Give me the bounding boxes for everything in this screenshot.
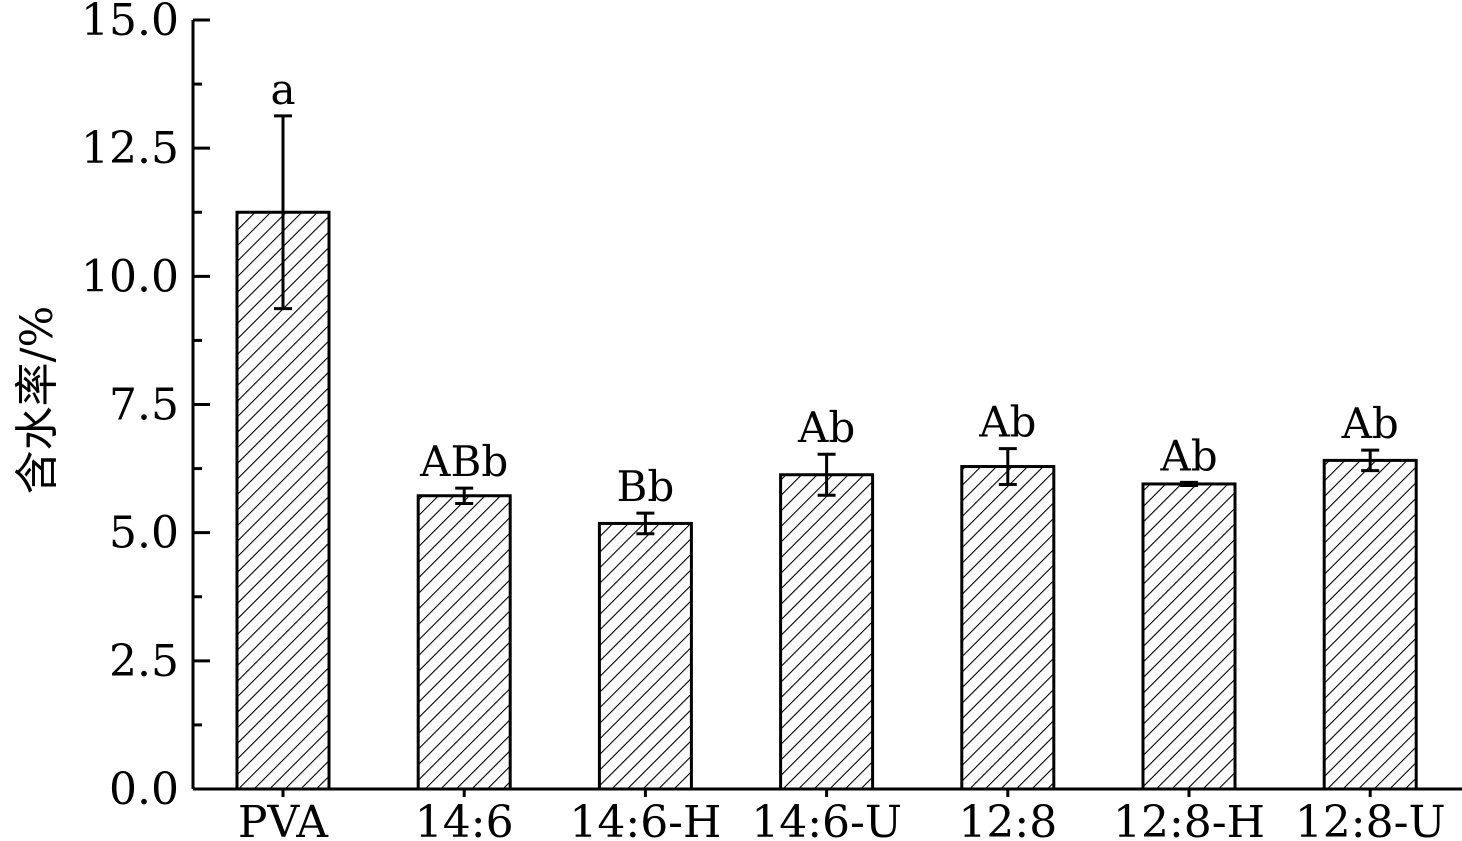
bar bbox=[597, 521, 693, 791]
x-tick-label: 14:6-U bbox=[751, 797, 902, 841]
significance-label: Ab bbox=[978, 398, 1036, 447]
x-tick-labels: PVA 14:6 14:6-H 14:6-U 12:8 12:8-H 12:8-U bbox=[238, 797, 1446, 841]
x-tick-label: 14:6 bbox=[415, 797, 514, 841]
significance-label: a bbox=[270, 65, 295, 114]
y-tick-label: 15.0 bbox=[81, 0, 179, 46]
y-tick-labels: 0.0 2.5 5.0 7.5 10.0 12.5 15.0 bbox=[81, 0, 179, 815]
significance-label: ABb bbox=[419, 437, 508, 486]
bar bbox=[1322, 458, 1418, 791]
x-tick-label: PVA bbox=[238, 797, 329, 841]
x-tick-label: 12:8-H bbox=[1113, 797, 1265, 841]
significance-label: Bb bbox=[617, 462, 675, 511]
x-tick-label: 12:8 bbox=[958, 797, 1057, 841]
bars bbox=[235, 210, 1418, 791]
bar bbox=[779, 473, 875, 791]
y-tick-label: 12.5 bbox=[81, 123, 179, 174]
y-tick-label: 0.0 bbox=[109, 764, 179, 815]
axes bbox=[191, 18, 1462, 797]
error-bars bbox=[274, 114, 1380, 536]
bar bbox=[960, 465, 1056, 791]
y-tick-label: 2.5 bbox=[109, 636, 179, 687]
x-tick-label: 12:8-U bbox=[1295, 797, 1446, 841]
significance-label: Ab bbox=[1159, 431, 1217, 480]
y-tick-label: 7.5 bbox=[109, 380, 179, 431]
y-tick-label: 5.0 bbox=[109, 508, 179, 559]
significance-label: Ab bbox=[1341, 399, 1399, 448]
significance-label: Ab bbox=[797, 403, 855, 452]
bar bbox=[416, 494, 512, 791]
bar bbox=[1141, 482, 1237, 791]
y-axis-title-group: 含水率/% bbox=[12, 306, 63, 495]
significance-labels: a ABb Bb Ab Ab Ab Ab bbox=[270, 65, 1398, 511]
y-axis-title: 含水率/% bbox=[12, 306, 63, 495]
y-tick-label: 10.0 bbox=[81, 251, 179, 302]
x-tick-label: 14:6-H bbox=[569, 797, 721, 841]
